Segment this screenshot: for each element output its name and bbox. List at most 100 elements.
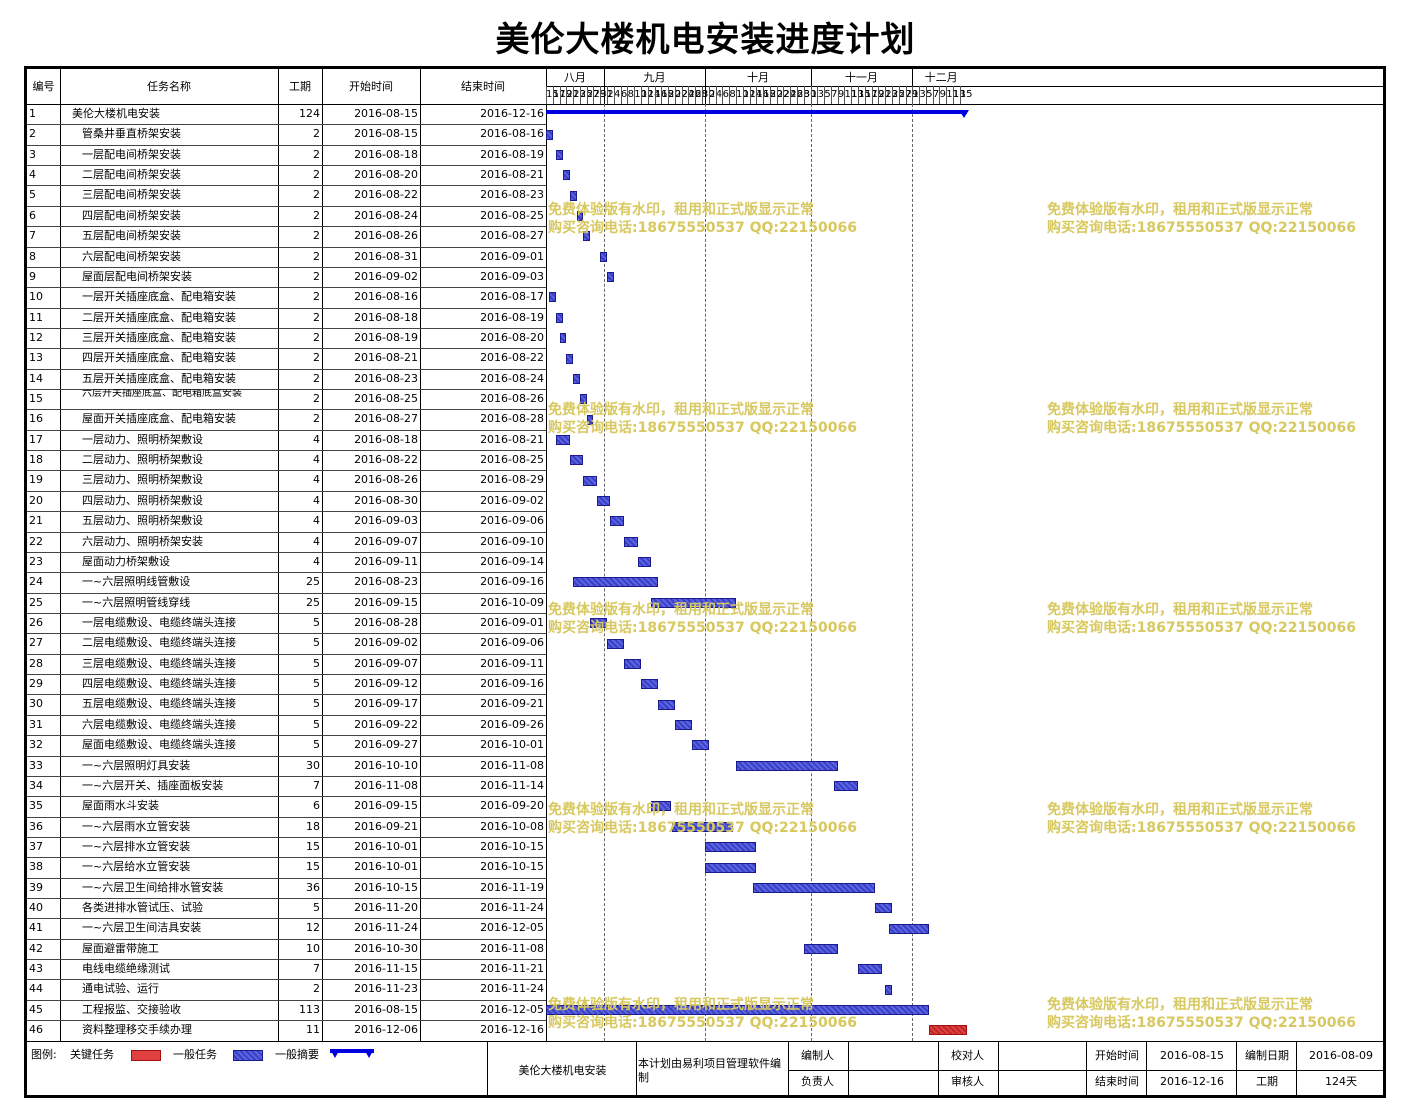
task-name[interactable]: 一~六层给水立管安装	[82, 860, 191, 873]
task-name[interactable]: 六层开关插座底盒、配电箱底盒安装	[82, 389, 242, 399]
task-bar[interactable]	[607, 272, 614, 283]
task-name[interactable]: 三层电缆敷设、电缆终端头连接	[82, 657, 236, 670]
task-bar[interactable]	[752, 882, 876, 893]
task-bar[interactable]	[651, 801, 672, 812]
task-bar[interactable]	[586, 414, 594, 425]
task-name[interactable]: 资料整理移交手续办理	[82, 1023, 192, 1036]
task-name[interactable]: 屋面避雷带施工	[82, 942, 159, 955]
task-bar[interactable]	[556, 312, 563, 323]
task-name[interactable]: 一~六层照明线管敷设	[82, 575, 191, 588]
header-start[interactable]: 开始时间	[349, 80, 393, 93]
task-bar[interactable]	[559, 333, 567, 344]
task-bar[interactable]	[657, 699, 675, 710]
task-bar[interactable]	[573, 373, 580, 384]
task-name[interactable]: 六层动力、照明桥架安装	[82, 535, 203, 548]
task-bar[interactable]	[803, 943, 838, 954]
task-name[interactable]: 屋面动力桥架敷设	[82, 555, 170, 568]
task-bar[interactable]	[562, 170, 570, 181]
task-bar[interactable]	[674, 719, 692, 730]
task-name[interactable]: 三层动力、照明桥架敷设	[82, 473, 203, 486]
task-name[interactable]: 三层开关插座底盒、配电箱安装	[82, 331, 236, 344]
task-name[interactable]: 屋面电缆敷设、电缆终端头连接	[82, 738, 236, 751]
task-name[interactable]: 一~六层照明管线穿线	[82, 596, 191, 609]
task-name[interactable]: 五层动力、照明桥架敷设	[82, 514, 203, 527]
task-name[interactable]: 一层动力、照明桥架敷设	[82, 433, 203, 446]
task-name[interactable]: 四层动力、照明桥架敷设	[82, 494, 203, 507]
task-bar[interactable]	[607, 638, 624, 649]
critical-task-bar[interactable]	[929, 1025, 967, 1036]
task-name[interactable]: 各类进排水管试压、试验	[82, 901, 203, 914]
task-id: 31	[29, 718, 43, 731]
task-bar[interactable]	[556, 434, 570, 445]
task-bar[interactable]	[556, 149, 563, 160]
task-name[interactable]: 四层配电间桥架安装	[82, 209, 181, 222]
task-bar[interactable]	[583, 475, 597, 486]
task-name[interactable]: 五层开关插座底盒、配电箱安装	[82, 372, 236, 385]
task-name[interactable]: 工程报监、交接验收	[82, 1003, 181, 1016]
task-name[interactable]: 屋面雨水斗安装	[82, 799, 159, 812]
task-name[interactable]: 一~六层照明灯具安装	[82, 759, 191, 772]
header-task-name[interactable]: 任务名称	[147, 80, 191, 93]
task-bar[interactable]	[735, 760, 838, 771]
task-bar[interactable]	[579, 394, 587, 405]
start-value: 2016-08-15	[1160, 1049, 1224, 1062]
task-name[interactable]: 一~六层开关、插座面板安装	[82, 779, 224, 792]
task-bar[interactable]	[671, 821, 733, 832]
task-name[interactable]: 电线电缆绝缘测试	[82, 962, 170, 975]
task-name[interactable]: 六层电缆敷设、电缆终端头连接	[82, 718, 236, 731]
task-name[interactable]: 屋面开关插座底盒、配电箱安装	[82, 412, 236, 425]
task-name[interactable]: 五层电缆敷设、电缆终端头连接	[82, 697, 236, 710]
task-start: 2016-09-22	[354, 718, 418, 731]
task-name[interactable]: 一~六层排水立管安装	[82, 840, 191, 853]
task-bar[interactable]	[573, 577, 658, 588]
task-name[interactable]: 二层配电间桥架安装	[82, 168, 181, 181]
task-bar[interactable]	[546, 1005, 930, 1016]
task-bar[interactable]	[858, 964, 882, 975]
task-bar[interactable]	[885, 984, 892, 995]
task-bar[interactable]	[549, 292, 557, 303]
task-name[interactable]: 六层配电间桥架安装	[82, 250, 181, 263]
task-name[interactable]: 四层电缆敷设、电缆终端头连接	[82, 677, 236, 690]
task-name[interactable]: 一~六层卫生间洁具安装	[82, 921, 202, 934]
task-bar[interactable]	[637, 557, 652, 568]
task-bar[interactable]	[590, 618, 608, 629]
task-bar[interactable]	[705, 842, 757, 853]
task-name[interactable]: 二层动力、照明桥架敷设	[82, 453, 203, 466]
task-bar[interactable]	[875, 903, 892, 914]
task-name[interactable]: 管桑井垂直桥架安装	[82, 127, 181, 140]
task-bar[interactable]	[651, 597, 736, 608]
task-bar[interactable]	[888, 923, 930, 934]
task-name[interactable]: 二层开关插座底盒、配电箱安装	[82, 311, 236, 324]
task-bar[interactable]	[834, 781, 859, 792]
task-name[interactable]: 通电试验、运行	[82, 982, 159, 995]
task-bar[interactable]	[566, 353, 574, 364]
task-name[interactable]: 一层电缆敷设、电缆终端头连接	[82, 616, 236, 629]
header-id[interactable]: 编号	[32, 80, 55, 93]
task-bar[interactable]	[569, 455, 584, 466]
task-name[interactable]: 屋面层配电间桥架安装	[82, 270, 192, 283]
task-name[interactable]: 四层开关插座底盒、配电箱安装	[82, 351, 236, 364]
task-name[interactable]: 一~六层卫生间给排水管安装	[82, 881, 224, 894]
task-bar[interactable]	[569, 190, 577, 201]
task-bar[interactable]	[624, 536, 638, 547]
task-bar[interactable]	[600, 251, 608, 262]
task-bar[interactable]	[583, 231, 591, 242]
task-bar[interactable]	[691, 740, 709, 751]
task-name[interactable]: 五层配电间桥架安装	[82, 229, 181, 242]
task-bar[interactable]	[610, 516, 624, 527]
task-name[interactable]: 三层配电间桥架安装	[82, 188, 181, 201]
task-bar[interactable]	[624, 658, 641, 669]
task-name[interactable]: 一层配电间桥架安装	[82, 148, 181, 161]
task-name[interactable]: 一层开关插座底盒、配电箱安装	[82, 290, 236, 303]
task-name[interactable]: 一~六层雨水立管安装	[82, 820, 191, 833]
task-bar[interactable]	[546, 129, 553, 140]
task-bar[interactable]	[640, 679, 658, 690]
task-bar[interactable]	[705, 862, 757, 873]
summary-bar[interactable]	[546, 110, 967, 115]
task-name[interactable]: 二层电缆敷设、电缆终端头连接	[82, 636, 236, 649]
task-name[interactable]: 美伦大楼机电安装	[72, 107, 160, 120]
task-bar[interactable]	[596, 496, 611, 507]
header-end[interactable]: 结束时间	[461, 80, 505, 93]
header-duration[interactable]: 工期	[289, 80, 311, 93]
task-bar[interactable]	[576, 210, 584, 221]
